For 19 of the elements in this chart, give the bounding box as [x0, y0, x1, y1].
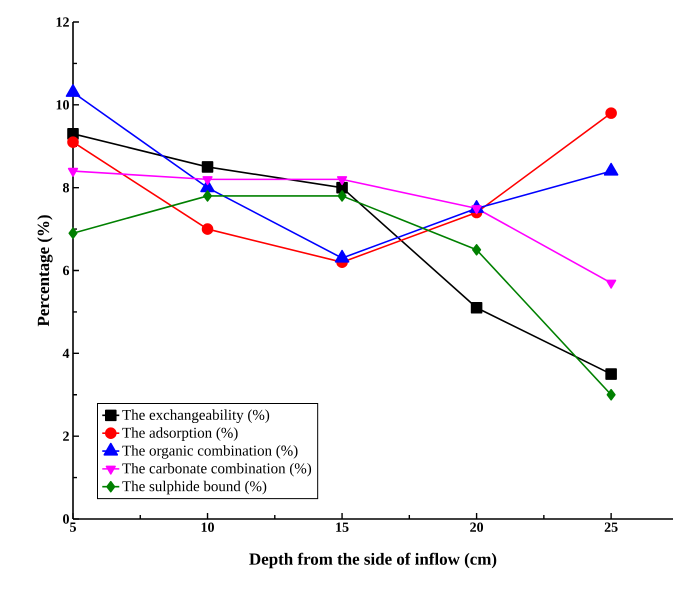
y-tick-label: 6 — [62, 266, 70, 276]
y-tick-label: 12 — [56, 17, 69, 27]
y-tick-label: 0 — [63, 514, 69, 524]
legend-label: The exchangeability (%) — [122, 409, 270, 424]
x-tick-label: 20 — [470, 522, 484, 532]
x-axis-title: Depth from the side of inflow (cm) — [249, 552, 496, 568]
x-tick-label: 10 — [202, 522, 214, 532]
x-tick-label: 25 — [604, 522, 618, 532]
y-tick-label: 2 — [63, 432, 69, 441]
y-tick-label: 4 — [62, 348, 70, 358]
x-tick-label: 15 — [336, 522, 349, 532]
y-tick-label: 8 — [62, 182, 70, 192]
legend-label: The organic combination (%) — [122, 445, 298, 459]
legend-label: The carbonate combination (%) — [122, 462, 312, 476]
y-axis-title: Percentage (%) — [37, 215, 53, 326]
x-tick-label: 5 — [70, 522, 76, 532]
legend-label: The adsorption (%) — [122, 427, 238, 441]
y-tick-label: 10 — [56, 100, 69, 110]
legend-label: The sulphide bound (%) — [122, 480, 266, 494]
